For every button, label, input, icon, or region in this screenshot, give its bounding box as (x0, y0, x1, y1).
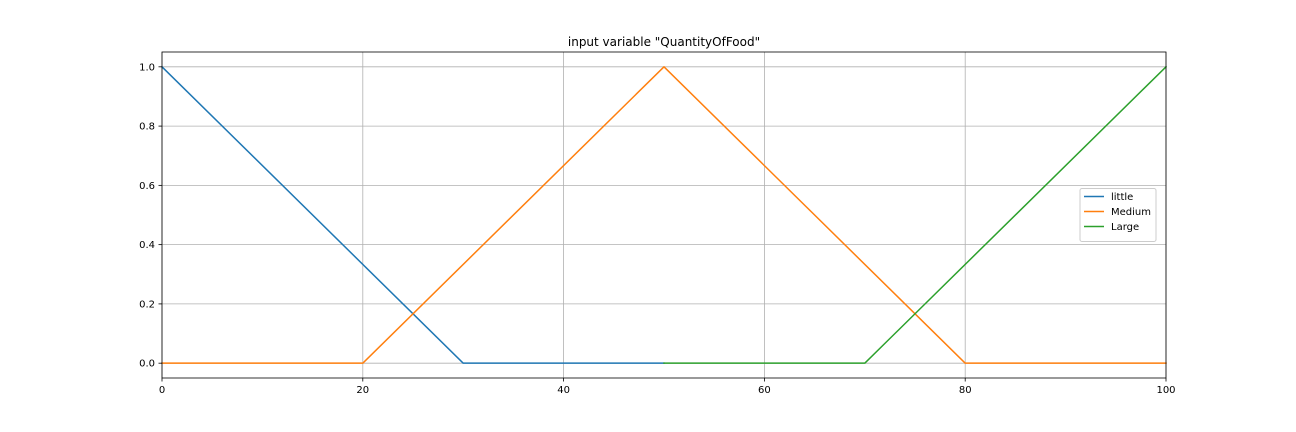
y-tick-label: 0.4 (139, 240, 155, 251)
y-tick-label: 0.0 (139, 359, 155, 370)
y-axis: 0.0 0.2 0.4 0.6 0.8 1.0 (139, 62, 162, 370)
y-tick-label: 0.8 (139, 122, 155, 133)
legend-box (1079, 188, 1157, 242)
series-line-medium (161, 66, 1167, 364)
x-tick-label: 80 (959, 385, 972, 396)
plot-area (160, 65, 1168, 364)
legend-label-large: Large (1111, 222, 1139, 233)
series-line-little (160, 65, 665, 364)
x-tick-label: 100 (1156, 385, 1175, 396)
x-tick-label: 60 (758, 385, 771, 396)
axes-frame (161, 51, 1167, 379)
legend: little Medium Large (1079, 188, 1157, 242)
x-axis: 0 20 40 60 80 100 (159, 378, 1176, 396)
series-line-large (663, 65, 1168, 364)
x-tick-label: 20 (356, 385, 369, 396)
y-tick-label: 1.0 (139, 62, 155, 73)
y-tick-label: 0.6 (139, 181, 155, 192)
x-tick-label: 0 (159, 385, 165, 396)
x-tick-label: 40 (557, 385, 570, 396)
legend-label-medium: Medium (1111, 207, 1151, 218)
chart-title: input variable "QuantityOfFood" (568, 35, 760, 49)
y-tick-label: 0.2 (139, 299, 155, 310)
legend-label-little: little (1111, 192, 1133, 203)
